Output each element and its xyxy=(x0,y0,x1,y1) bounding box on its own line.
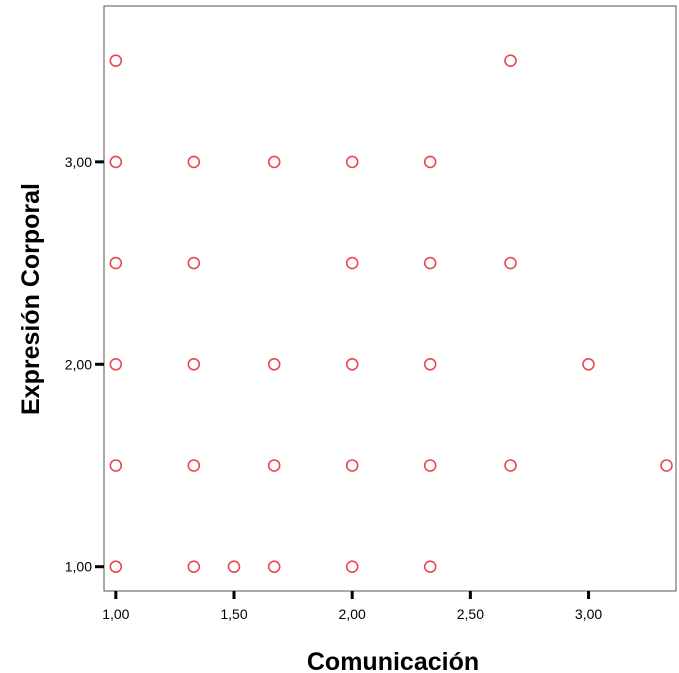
x-axis: 1,00 1,50 2,00 2,50 3,00 xyxy=(102,591,602,622)
data-point xyxy=(267,459,281,472)
data-point xyxy=(187,357,201,371)
data-point xyxy=(504,256,517,270)
data-point xyxy=(423,357,437,371)
y-axis-title: Expresión Corporal xyxy=(17,183,45,415)
data-point xyxy=(423,155,437,169)
data-point xyxy=(345,357,359,371)
data-point xyxy=(109,54,123,68)
data-point xyxy=(423,256,437,270)
data-point xyxy=(187,459,201,472)
data-point xyxy=(227,560,241,574)
x-tick-label: 1,50 xyxy=(220,606,247,622)
data-point xyxy=(109,256,123,270)
data-point xyxy=(423,459,437,472)
y-tick-label: 3,00 xyxy=(65,154,92,170)
x-axis-title: Comunicación xyxy=(307,648,479,673)
data-point xyxy=(345,256,359,270)
plot-frame xyxy=(103,5,677,592)
data-point xyxy=(504,459,517,472)
data-point xyxy=(109,357,123,371)
data-point xyxy=(582,357,595,371)
data-point xyxy=(345,459,359,472)
data-point xyxy=(187,155,201,169)
data-point xyxy=(187,560,201,574)
y-axis: 1,00 2,00 3,00 xyxy=(65,154,104,575)
data-point xyxy=(423,560,437,574)
data-point xyxy=(109,560,123,574)
y-tick-label: 2,00 xyxy=(65,356,92,372)
data-point xyxy=(267,357,281,371)
x-tick-label: 1,00 xyxy=(102,606,129,622)
x-tick-label: 3,00 xyxy=(575,606,602,622)
data-point xyxy=(109,155,123,169)
data-point xyxy=(660,459,673,472)
x-tick-label: 2,50 xyxy=(457,606,484,622)
y-tick-label: 1,00 xyxy=(65,559,92,575)
data-point xyxy=(267,155,281,169)
data-point xyxy=(267,560,281,574)
x-tick-label: 2,00 xyxy=(339,606,366,622)
data-point xyxy=(504,54,517,68)
data-point xyxy=(187,256,201,270)
data-point xyxy=(109,459,123,472)
data-point xyxy=(345,560,359,574)
data-point xyxy=(345,155,359,169)
points-layer xyxy=(109,54,673,574)
